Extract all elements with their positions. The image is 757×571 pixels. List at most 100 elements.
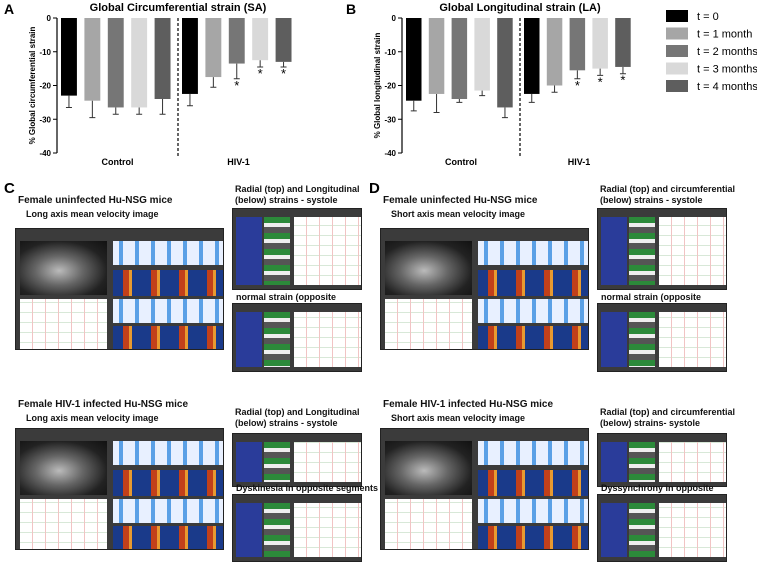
significance-mark: *: [281, 66, 286, 81]
strain-title: Radial (top) and circumferential (below)…: [600, 184, 736, 205]
ultrasound-image: [20, 241, 107, 295]
velocity-map: [113, 469, 223, 497]
panel-label: D: [369, 180, 380, 197]
bar: [546, 18, 563, 86]
strain-screenshot: [232, 208, 362, 290]
legend-swatch: [666, 62, 688, 75]
ultrasound-image: [385, 241, 472, 295]
bar: [107, 18, 124, 108]
panel-label: A: [4, 1, 14, 17]
error-bar: [280, 61, 287, 68]
strain-title: Radial (top) and circumferential (below)…: [600, 407, 736, 428]
error-bar: [456, 99, 463, 103]
bar: [275, 18, 292, 62]
segment-image: [629, 442, 655, 482]
segment-image: [264, 312, 290, 367]
panel-title: Female uninfected Hu-NSG mice: [18, 195, 173, 206]
bar: [84, 18, 101, 101]
segment-panel: [236, 312, 262, 367]
y-tick-label: -20: [384, 82, 396, 91]
y-axis-label: % Global longitudinal strain: [373, 32, 382, 138]
strain-plot: [293, 312, 361, 367]
x-tick-label: HIV-1: [227, 157, 250, 167]
velocity-trace: [113, 441, 223, 465]
velocity-plot: [20, 299, 107, 349]
ultrasound-image: [385, 441, 472, 495]
strain-plot: [658, 312, 726, 367]
y-tick-label: -10: [39, 48, 51, 57]
ultrasound-image: [20, 441, 107, 495]
strain-screenshot: [597, 433, 727, 487]
bar: [497, 18, 513, 108]
error-bar: [136, 107, 143, 115]
strain-plot: [658, 503, 726, 557]
panel-title: Female uninfected Hu-NSG mice: [383, 195, 538, 206]
strain-plot: [658, 442, 726, 482]
error-bar: [597, 68, 604, 76]
bar: [428, 18, 445, 94]
segment-panel: [601, 312, 627, 367]
error-bar: [186, 93, 193, 107]
y-tick-label: -40: [39, 149, 51, 158]
y-tick-label: -30: [39, 115, 51, 124]
bar: [228, 18, 245, 64]
velocity-trace: [478, 441, 588, 465]
strain-screenshot: [597, 208, 727, 290]
segment-image: [629, 312, 655, 367]
legend-swatch: [666, 80, 688, 92]
strain-plot: [293, 217, 361, 285]
segment-panel: [236, 217, 262, 285]
segment-panel: [236, 442, 262, 482]
velocity-trace: [113, 499, 223, 524]
velocity-plot: [20, 499, 107, 549]
legend-swatch: [666, 45, 688, 57]
strain-screenshot: [597, 494, 727, 562]
bar: [131, 18, 148, 108]
error-bar: [112, 107, 119, 115]
y-tick-label: 0: [392, 14, 397, 23]
legend-label: t = 0: [697, 11, 719, 23]
echo-screenshot: [15, 428, 224, 550]
y-tick-label: -20: [39, 82, 51, 91]
velocity-map: [478, 526, 588, 549]
strain-plot: [293, 503, 361, 557]
bar: [592, 18, 608, 69]
significance-mark: *: [620, 73, 625, 88]
legend-swatch: [666, 27, 688, 40]
segment-panel: [601, 442, 627, 482]
velocity-trace: [113, 241, 223, 265]
velocity-plot: [385, 499, 472, 549]
segment-image: [264, 442, 290, 482]
strain-screenshot: [232, 433, 362, 487]
chart-title: Global Circumferential strain (SA): [90, 2, 267, 14]
strain-screenshot: [597, 303, 727, 372]
segment-image: [264, 217, 290, 285]
panel-subtitle: Short axis mean velocity image: [391, 413, 526, 423]
bar: [252, 18, 269, 61]
segment-image: [264, 503, 290, 557]
segment-panel: [601, 217, 627, 285]
segment-panel: [601, 503, 627, 557]
error-bar: [410, 100, 417, 112]
panel-subtitle: Long axis mean velocity image: [26, 209, 159, 219]
legend-label: t = 4 months: [697, 81, 757, 93]
error-bar: [501, 107, 508, 119]
error-bar: [210, 77, 217, 88]
velocity-map: [113, 526, 223, 549]
velocity-map: [478, 269, 588, 297]
bar: [569, 18, 586, 71]
bar: [61, 18, 77, 96]
y-tick-label: -10: [384, 48, 396, 57]
bar: [406, 18, 422, 101]
error-bar: [551, 85, 558, 93]
significance-mark: *: [598, 74, 603, 89]
strain-title: Radial (top) and Longitudinal (below) st…: [235, 407, 360, 428]
bar: [182, 18, 198, 94]
error-bar: [65, 95, 72, 108]
strain-screenshot: [232, 494, 362, 562]
panel-label: B: [346, 1, 356, 17]
error-bar: [528, 93, 535, 103]
y-tick-label: -30: [384, 115, 396, 124]
segment-image: [629, 217, 655, 285]
significance-mark: *: [258, 66, 263, 81]
